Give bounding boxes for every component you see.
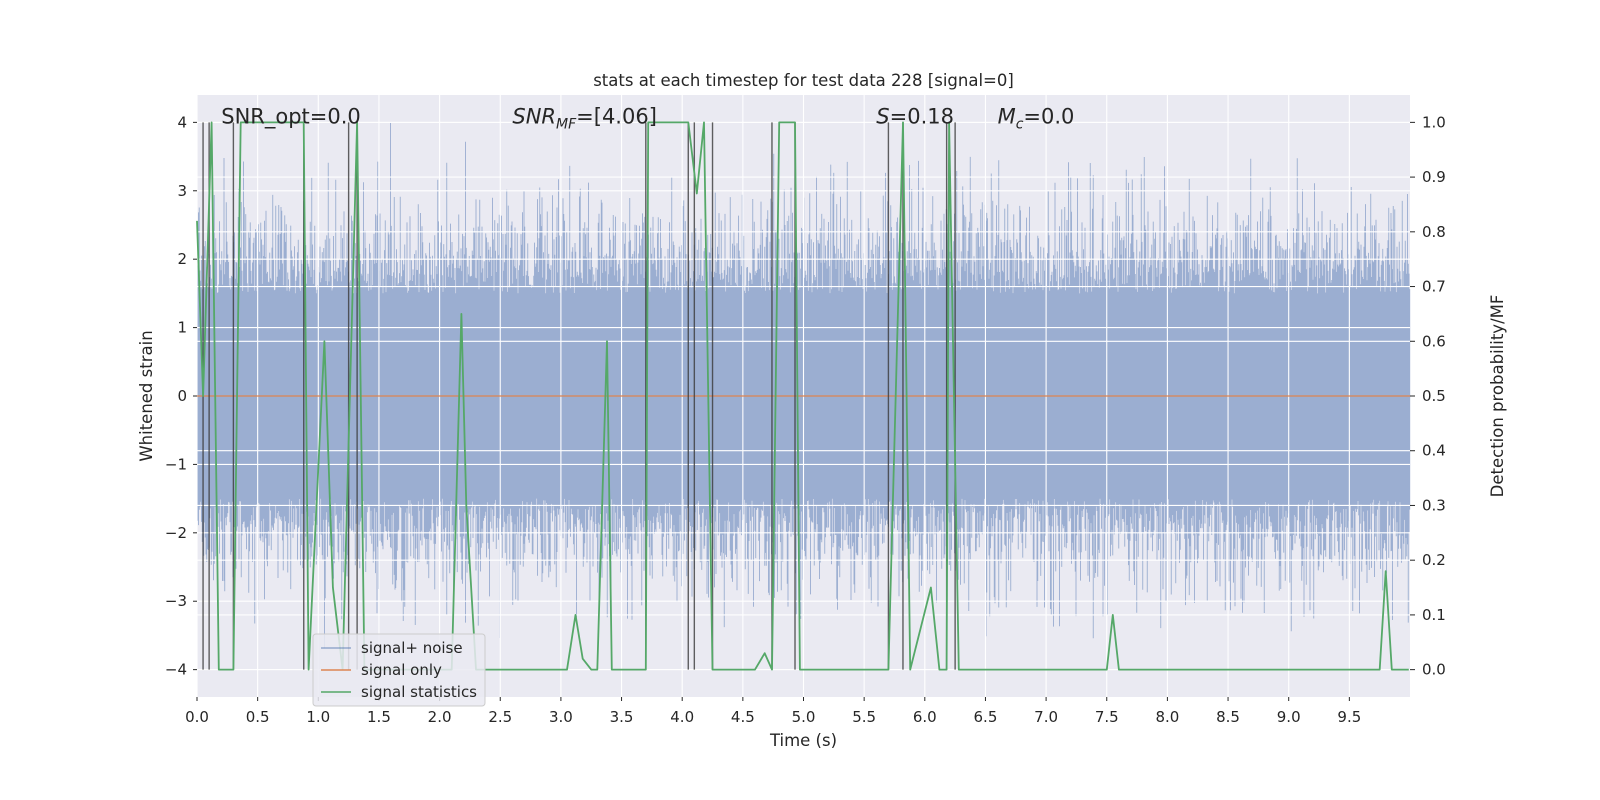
y-tick-label: −4	[165, 661, 187, 679]
x-tick-label: 8.5	[1216, 708, 1240, 726]
x-tick-label: 9.0	[1277, 708, 1301, 726]
y2-tick-label: 1.0	[1422, 113, 1446, 131]
x-tick-label: 7.0	[1034, 708, 1058, 726]
y2-tick-label: 0.1	[1422, 606, 1446, 624]
y-tick-label: 4	[177, 113, 187, 131]
y2-tick-label: 0.7	[1422, 278, 1446, 296]
x-tick-label: 6.5	[974, 708, 998, 726]
legend: signal+ noise signal only signal statistic…	[312, 633, 486, 707]
y-tick-label: 3	[177, 182, 187, 200]
annotation-2: S=0.18	[876, 104, 954, 128]
x-tick-label: 5.5	[852, 708, 876, 726]
annotation-0: SNR_opt=0.0	[221, 104, 361, 129]
x-tick-label: 1.0	[306, 708, 330, 726]
x-tick-label: 8.0	[1155, 708, 1179, 726]
y-tick-label: 1	[177, 319, 187, 337]
annotation-1: SNRMF=[4.06]	[512, 104, 657, 132]
signal-statistics-line	[196, 121, 1409, 671]
x-axis-label: Time (s)	[769, 731, 837, 750]
x-tick-label: 1.5	[367, 708, 391, 726]
y2-axis-label: Detection probability/MF	[1488, 295, 1507, 498]
chart-title: stats at each timestep for test data 228…	[593, 71, 1014, 90]
x-tick-label: 4.0	[670, 708, 694, 726]
y2-tick-label: 0.6	[1422, 332, 1446, 350]
x-tick-label: 7.5	[1095, 708, 1119, 726]
legend-label: signal+ noise	[361, 639, 463, 657]
y2-tick-label: 0.9	[1422, 168, 1446, 186]
legend-box	[312, 633, 486, 707]
x-tick-label: 0.5	[246, 708, 270, 726]
y2-tick-label: 0.2	[1422, 551, 1446, 569]
x-tick-label: 2.5	[488, 708, 512, 726]
x-tick-label: 2.0	[428, 708, 452, 726]
y2-tick-label: 0.4	[1422, 442, 1446, 460]
x-tick-label: 3.5	[610, 708, 634, 726]
y-tick-label: −2	[165, 524, 187, 542]
y2-tick-label: 0.0	[1422, 661, 1446, 679]
y-tick-label: 2	[177, 250, 187, 268]
y2-tick-label: 0.5	[1422, 387, 1446, 405]
x-tick-label: 4.5	[731, 708, 755, 726]
x-tick-label: 6.0	[913, 708, 937, 726]
x-tick-label: 0.0	[185, 708, 209, 726]
legend-label: signal statistics	[361, 683, 477, 701]
y2-tick-label: 0.3	[1422, 496, 1446, 514]
legend-label: signal only	[361, 661, 442, 679]
y-axis-label: Whitened strain	[137, 330, 156, 461]
y-tick-label: −1	[165, 455, 187, 473]
x-tick-label: 9.5	[1337, 708, 1361, 726]
y-tick-label: 0	[177, 387, 187, 405]
y-tick-label: −3	[165, 592, 187, 610]
x-tick-label: 3.0	[549, 708, 573, 726]
x-tick-label: 5.0	[792, 708, 816, 726]
annotation-3: Mc=0.0	[998, 104, 1075, 132]
y2-tick-label: 0.8	[1422, 223, 1446, 241]
